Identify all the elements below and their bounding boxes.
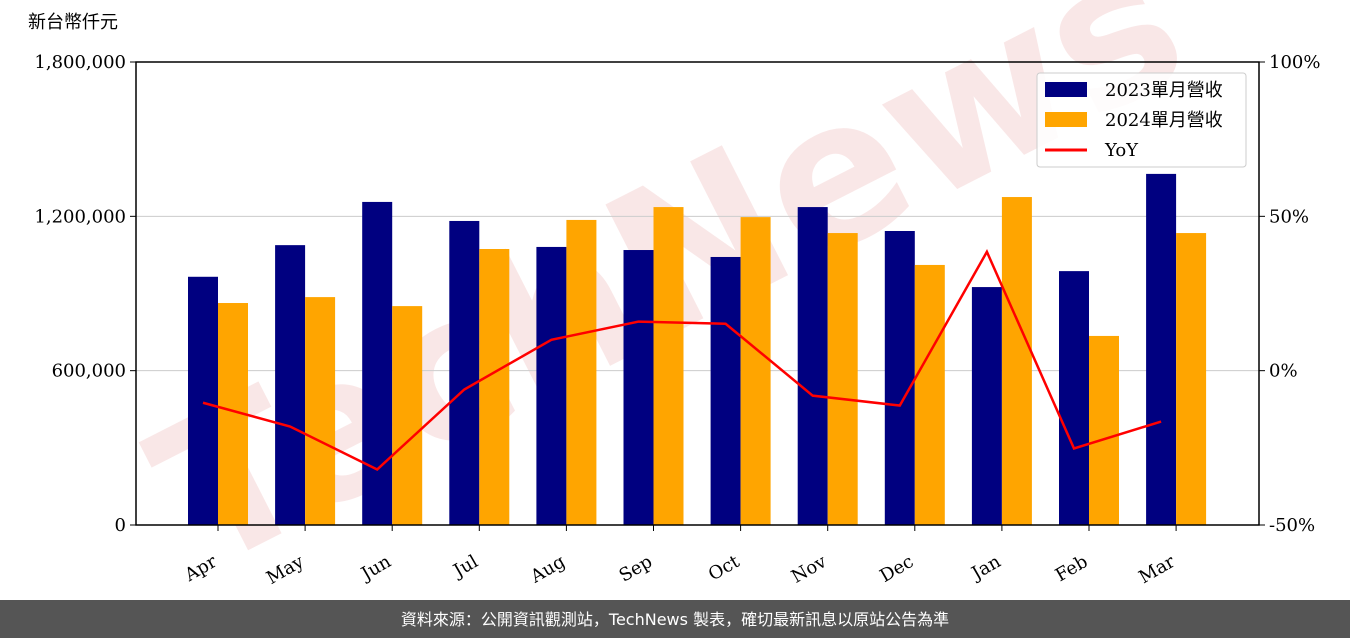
- bar: [479, 249, 510, 525]
- bar: [710, 256, 741, 525]
- plot-frame: [135, 61, 1260, 526]
- x-tick-label: Sep: [616, 551, 656, 586]
- x-tick-label: Mar: [1135, 551, 1179, 588]
- bar: [914, 264, 945, 525]
- bar: [740, 217, 771, 526]
- legend: 2023單月營收 2024單月營收 YoY: [1036, 72, 1247, 168]
- bar: [1176, 233, 1207, 525]
- bar: [623, 250, 654, 525]
- bar: [1146, 173, 1177, 525]
- x-tick-label: Feb: [1052, 551, 1092, 586]
- x-tick-label: Oct: [705, 551, 744, 586]
- legend-label: 2024單月營收: [1105, 110, 1223, 131]
- bar: [392, 306, 423, 525]
- x-tick-label: Dec: [876, 551, 917, 587]
- bar: [449, 220, 480, 526]
- y-axis-label: 新台幣仟元: [28, 12, 118, 33]
- x-tick-label: Jun: [356, 551, 395, 586]
- x-tick-label: Nov: [788, 551, 831, 588]
- bar: [536, 246, 567, 525]
- legend-swatch: [1045, 112, 1087, 127]
- y-tick-label: 1,200,000: [34, 206, 126, 227]
- legend-swatch: [1045, 82, 1087, 97]
- bar: [1089, 335, 1119, 525]
- y-tick-label: 0: [115, 515, 126, 536]
- bar: [797, 207, 828, 525]
- bar: [305, 297, 336, 525]
- legend-box: [1036, 72, 1247, 168]
- bar: [971, 287, 1002, 525]
- yoy-line: [202, 249, 1162, 471]
- legend-label: 2023單月營收: [1105, 80, 1223, 101]
- y2-tick-label: 50%: [1269, 206, 1309, 227]
- y2-tick-label: 0%: [1269, 361, 1298, 382]
- y-tick-label: 1,800,000: [34, 52, 126, 73]
- bar: [188, 276, 218, 525]
- footer: 資料來源：公開資訊觀測站，TechNews 製表，確切最新訊息以原站公告為準: [401, 610, 949, 629]
- bar: [566, 219, 597, 525]
- x-tick-label: Jan: [967, 551, 1005, 585]
- x-tick-label: Aug: [526, 551, 569, 588]
- bar: [362, 201, 393, 525]
- bar: [884, 230, 915, 525]
- bar: [827, 233, 858, 525]
- y-tick-label: 600,000: [52, 361, 126, 382]
- legend-label: YoY: [1104, 140, 1139, 161]
- bar: [653, 207, 684, 525]
- footer-bar: [0, 600, 1350, 638]
- bar: [1059, 271, 1089, 525]
- y2-tick-label: 100%: [1269, 52, 1320, 73]
- x-tick-label: Jul: [448, 551, 482, 583]
- bar: [275, 245, 306, 526]
- y2-tick-label: -50%: [1269, 515, 1315, 536]
- bar: [1001, 197, 1032, 525]
